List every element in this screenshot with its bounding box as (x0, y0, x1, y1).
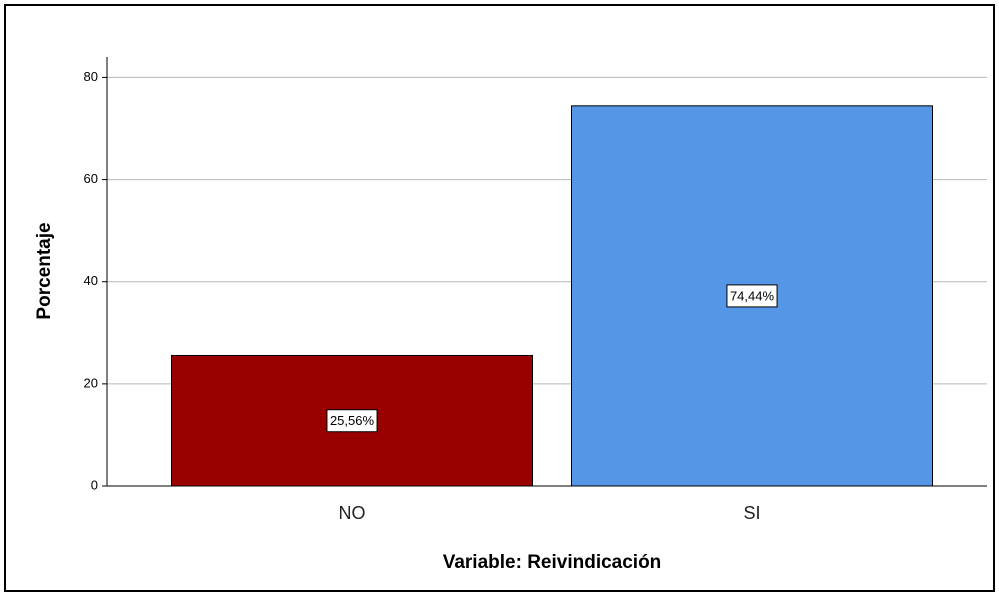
y-tick-label: 60 (84, 171, 98, 186)
y-tick-label: 40 (84, 273, 98, 288)
x-tick-label: NO (339, 503, 366, 523)
y-tick-label: 0 (91, 477, 98, 492)
value-label-box (726, 284, 778, 308)
y-tick-label: 80 (84, 69, 98, 84)
x-axis-title: Variable: Reivindicación (443, 552, 662, 573)
y-axis-title: Porcentaje (34, 222, 55, 319)
x-tick-label: SI (743, 503, 760, 523)
value-label: 74,44% (730, 288, 775, 303)
value-label: 25,56% (330, 413, 375, 428)
y-tick-label: 20 (84, 375, 98, 390)
value-label-box (326, 409, 378, 433)
